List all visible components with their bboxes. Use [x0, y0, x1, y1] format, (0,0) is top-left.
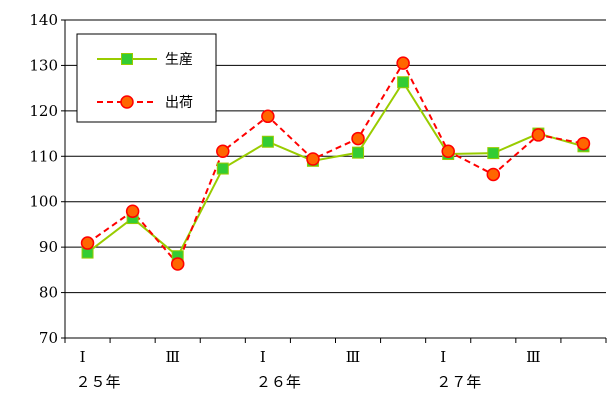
legend-box: [76, 33, 217, 123]
x-quarter-label-6: Ⅲ: [346, 348, 360, 366]
point-1-4: [261, 109, 275, 124]
point-1-11: [576, 136, 591, 151]
y-tick-label-70: 70: [39, 329, 58, 347]
legend-label-shipment: 出荷: [165, 95, 193, 111]
series-group: [80, 56, 591, 271]
point-1-6: [351, 131, 365, 146]
point-1-2: [170, 257, 185, 271]
legend: 生産 出荷: [76, 33, 217, 123]
y-tick-label-130: 130: [29, 56, 58, 74]
x-quarter-label-8: Ⅰ: [440, 348, 446, 366]
series-line-1: [86, 61, 584, 266]
legend-label-production: 生産: [165, 52, 193, 68]
x-axis-ticks: Ⅰ Ⅲ Ⅰ Ⅲ Ⅰ Ⅲ ２５年 ２６年 ２７年: [64, 338, 607, 391]
y-tick-label-110: 110: [29, 147, 58, 165]
point-1-5: [306, 152, 320, 166]
point-0-3: [216, 162, 229, 175]
x-quarter-label-10: Ⅲ: [526, 348, 540, 366]
x-year-label-8: ２７年: [436, 373, 481, 391]
x-quarter-label-4: Ⅰ: [260, 348, 266, 366]
x-quarter-label-0: Ⅰ: [80, 348, 86, 366]
series-line-0: [86, 80, 584, 258]
y-axis-ticks: 70 80 90 100 110 120 130 140: [29, 11, 65, 347]
point-1-1: [125, 204, 140, 219]
point-1-10: [531, 128, 546, 142]
y-tick-label-90: 90: [39, 238, 58, 256]
point-0-6: [352, 146, 365, 159]
point-1-3: [216, 144, 230, 159]
y-tick-label-140: 140: [29, 11, 58, 29]
x-year-label-4: ２６年: [256, 373, 301, 391]
point-1-8: [441, 144, 455, 159]
point-0-4: [261, 135, 274, 148]
point-1-0: [80, 236, 95, 250]
x-year-label-0: ２５年: [76, 373, 121, 391]
point-1-7: [396, 56, 410, 70]
y-tick-label-120: 120: [29, 102, 58, 120]
point-1-9: [486, 167, 501, 182]
legend-marker-production: [121, 53, 133, 65]
x-quarter-label-2: Ⅲ: [165, 348, 179, 366]
y-tick-label-100: 100: [29, 193, 58, 211]
y-tick-label-80: 80: [39, 284, 58, 302]
legend-marker-shipment: [120, 95, 134, 109]
point-0-7: [397, 76, 410, 89]
point-0-9: [487, 147, 500, 160]
